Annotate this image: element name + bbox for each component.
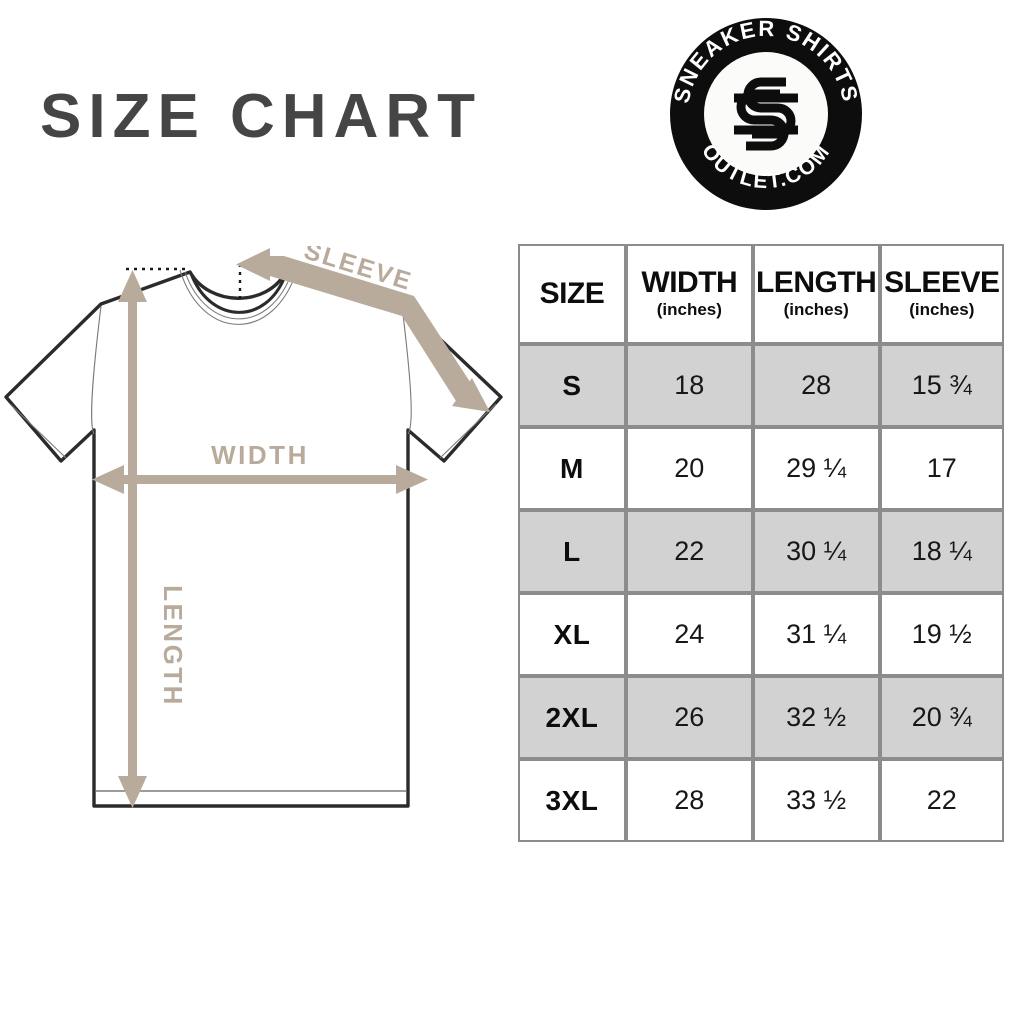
table-row: S 18 28 15 ¾: [518, 344, 1004, 427]
cell-size: M: [518, 427, 626, 510]
tshirt-measurement-diagram: WIDTH LENGTH SLEEVE: [4, 237, 516, 846]
cell-width: 24: [625, 593, 753, 676]
cell-width: 22: [625, 510, 753, 593]
cell-sleeve: 15 ¾: [879, 344, 1004, 427]
table-row: 2XL 26 32 ½ 20 ¾: [518, 676, 1004, 759]
logo-monogram: [734, 77, 798, 151]
cell-length: 32 ½: [752, 676, 880, 759]
column-header-sleeve-unit: (inches): [909, 299, 975, 319]
cell-sleeve: 17: [879, 427, 1004, 510]
column-header-width-unit: (inches): [656, 299, 722, 319]
column-header-size-label: SIZE: [539, 276, 605, 310]
table-row: L 22 30 ¼ 18 ¼: [518, 510, 1004, 593]
column-header-size: SIZE: [518, 244, 626, 344]
column-header-width-label: WIDTH: [641, 266, 738, 300]
cell-size: 2XL: [518, 676, 626, 759]
table-header-row: SIZE WIDTH (inches) LENGTH (inches) SLEE…: [518, 244, 1004, 344]
table-row: XL 24 31 ¼ 19 ½: [518, 593, 1004, 676]
cell-length: 30 ¼: [752, 510, 880, 593]
brand-logo: SNEAKER SHIRTS OUTLET.COM: [666, 14, 866, 214]
cell-width: 20: [625, 427, 753, 510]
cell-width: 26: [625, 676, 753, 759]
column-header-length-unit: (inches): [783, 299, 849, 319]
cell-size: XL: [518, 593, 626, 676]
collar-stitch-line: [179, 269, 298, 325]
size-table-container: SIZE WIDTH (inches) LENGTH (inches) SLEE…: [518, 244, 1004, 842]
cell-length: 33 ½: [752, 759, 880, 842]
guide-dotted-line: [126, 264, 242, 302]
cell-size: S: [518, 344, 626, 427]
cell-sleeve: 19 ½: [879, 593, 1004, 676]
column-header-width: WIDTH (inches): [625, 244, 753, 344]
page-title: SIZE CHART: [40, 82, 482, 151]
size-table: SIZE WIDTH (inches) LENGTH (inches) SLEE…: [518, 244, 1004, 842]
cell-width: 28: [625, 759, 753, 842]
cell-size: 3XL: [518, 759, 626, 842]
measurement-arrows: [92, 248, 490, 808]
sleeve-arrow: [236, 248, 490, 412]
cell-sleeve: 20 ¾: [879, 676, 1004, 759]
sleeve-seam-line: [9, 305, 497, 459]
table-row: 3XL 28 33 ½ 22: [518, 759, 1004, 842]
column-header-length: LENGTH (inches): [752, 244, 880, 344]
cell-sleeve: 22: [879, 759, 1004, 842]
table-row: M 20 29 ¼ 17: [518, 427, 1004, 510]
cell-sleeve: 18 ¼: [879, 510, 1004, 593]
cell-length: 31 ¼: [752, 593, 880, 676]
cell-size: L: [518, 510, 626, 593]
width-arrow: [92, 465, 428, 494]
width-label: WIDTH: [211, 440, 309, 470]
cell-width: 18: [625, 344, 753, 427]
cell-length: 29 ¼: [752, 427, 880, 510]
collar-line: [190, 275, 287, 314]
cell-length: 28: [752, 344, 880, 427]
column-header-length-label: LENGTH: [755, 266, 877, 300]
column-header-sleeve-label: SLEEVE: [884, 266, 1000, 300]
length-arrow: [118, 270, 147, 808]
length-label: LENGTH: [158, 585, 188, 707]
column-header-sleeve: SLEEVE (inches): [879, 244, 1004, 344]
